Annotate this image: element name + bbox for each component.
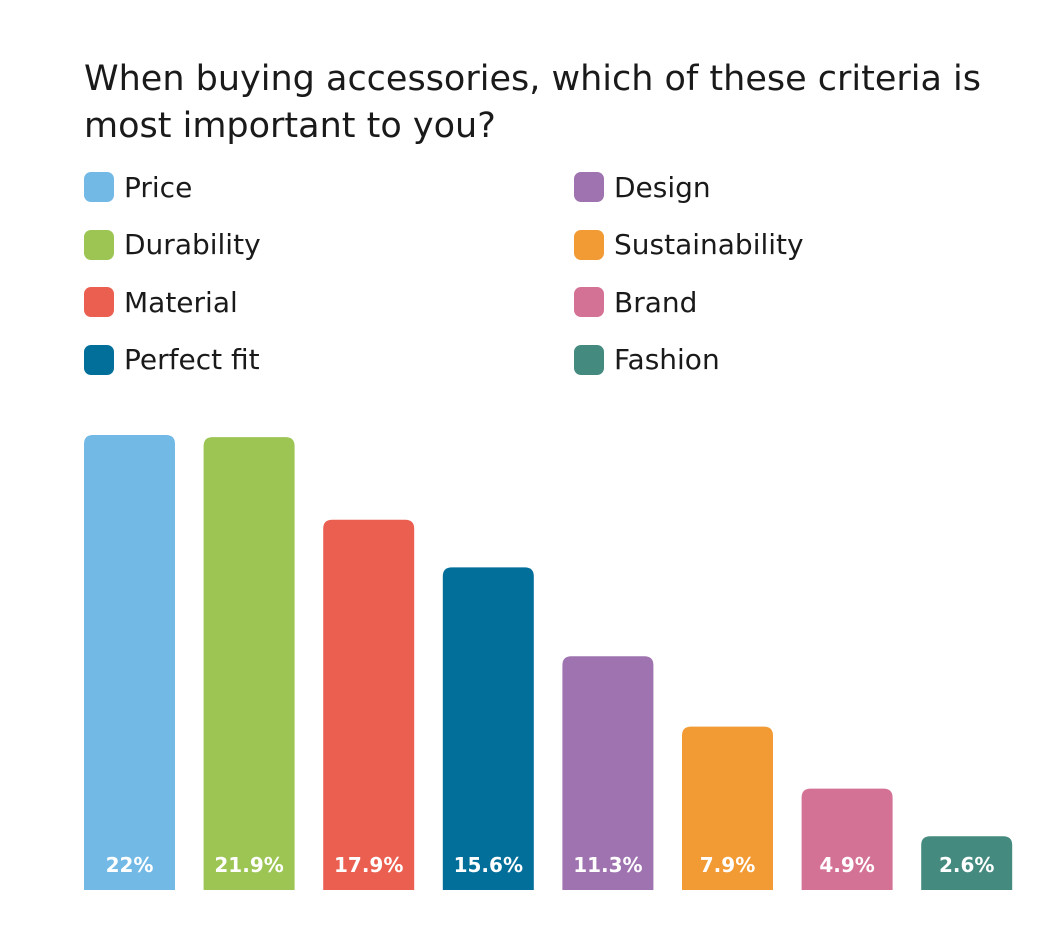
legend-swatch: [574, 229, 604, 260]
bar-fashion: [921, 836, 1013, 890]
bar-value-label-material: 17.9%: [334, 853, 403, 877]
chart-legend: Price Durability Material Perfect fit Design…: [84, 168, 984, 388]
legend-swatch: [84, 229, 114, 260]
legend-item-brand: Brand: [574, 283, 697, 321]
bar-value-label-durability: 21.9%: [214, 853, 283, 877]
bar-price: [84, 435, 175, 890]
bar-value-label-fashion: 2.6%: [939, 853, 994, 877]
legend-item-durability: Durability: [84, 226, 261, 264]
bar-value-label-price: 22%: [106, 853, 154, 877]
legend-label: Fashion: [614, 343, 720, 376]
legend-swatch: [574, 172, 604, 202]
bar-value-label-perfect-fit: 15.6%: [454, 853, 523, 877]
bar-design: [562, 656, 654, 890]
legend-item-sustainability: Sustainability: [574, 226, 804, 264]
legend-label: Sustainability: [614, 228, 804, 261]
legend-item-fashion: Fashion: [574, 341, 720, 379]
bar-value-label-sustainability: 7.9%: [700, 853, 755, 877]
legend-swatch: [574, 287, 604, 317]
legend-swatch: [84, 287, 114, 317]
legend-swatch: [84, 344, 114, 375]
bar-value-label-design: 11.3%: [573, 853, 642, 877]
chart-title: When buying accessories, which of these …: [84, 59, 982, 146]
legend-swatch: [574, 344, 604, 375]
legend-label: Price: [124, 170, 193, 204]
legend-label: Durability: [124, 228, 261, 261]
legend-item-material: Material: [84, 283, 238, 321]
bar-value-label-brand: 4.9%: [819, 853, 874, 877]
bar-durability: [203, 437, 295, 890]
bar-sustainability: [682, 726, 773, 890]
legend-item-price: Price: [84, 168, 192, 206]
bar-perfect-fit: [442, 567, 534, 890]
legend-item-perfect-fit: Perfect fit: [84, 341, 260, 379]
legend-label: Design: [614, 170, 711, 204]
legend-label: Brand: [614, 285, 698, 319]
legend-swatch: [84, 172, 114, 202]
legend-label: Material: [124, 285, 238, 319]
bar-brand: [801, 788, 893, 890]
bar-material: [323, 519, 415, 890]
legend-label: Perfect fit: [124, 343, 260, 376]
legend-item-design: Design: [574, 168, 711, 206]
